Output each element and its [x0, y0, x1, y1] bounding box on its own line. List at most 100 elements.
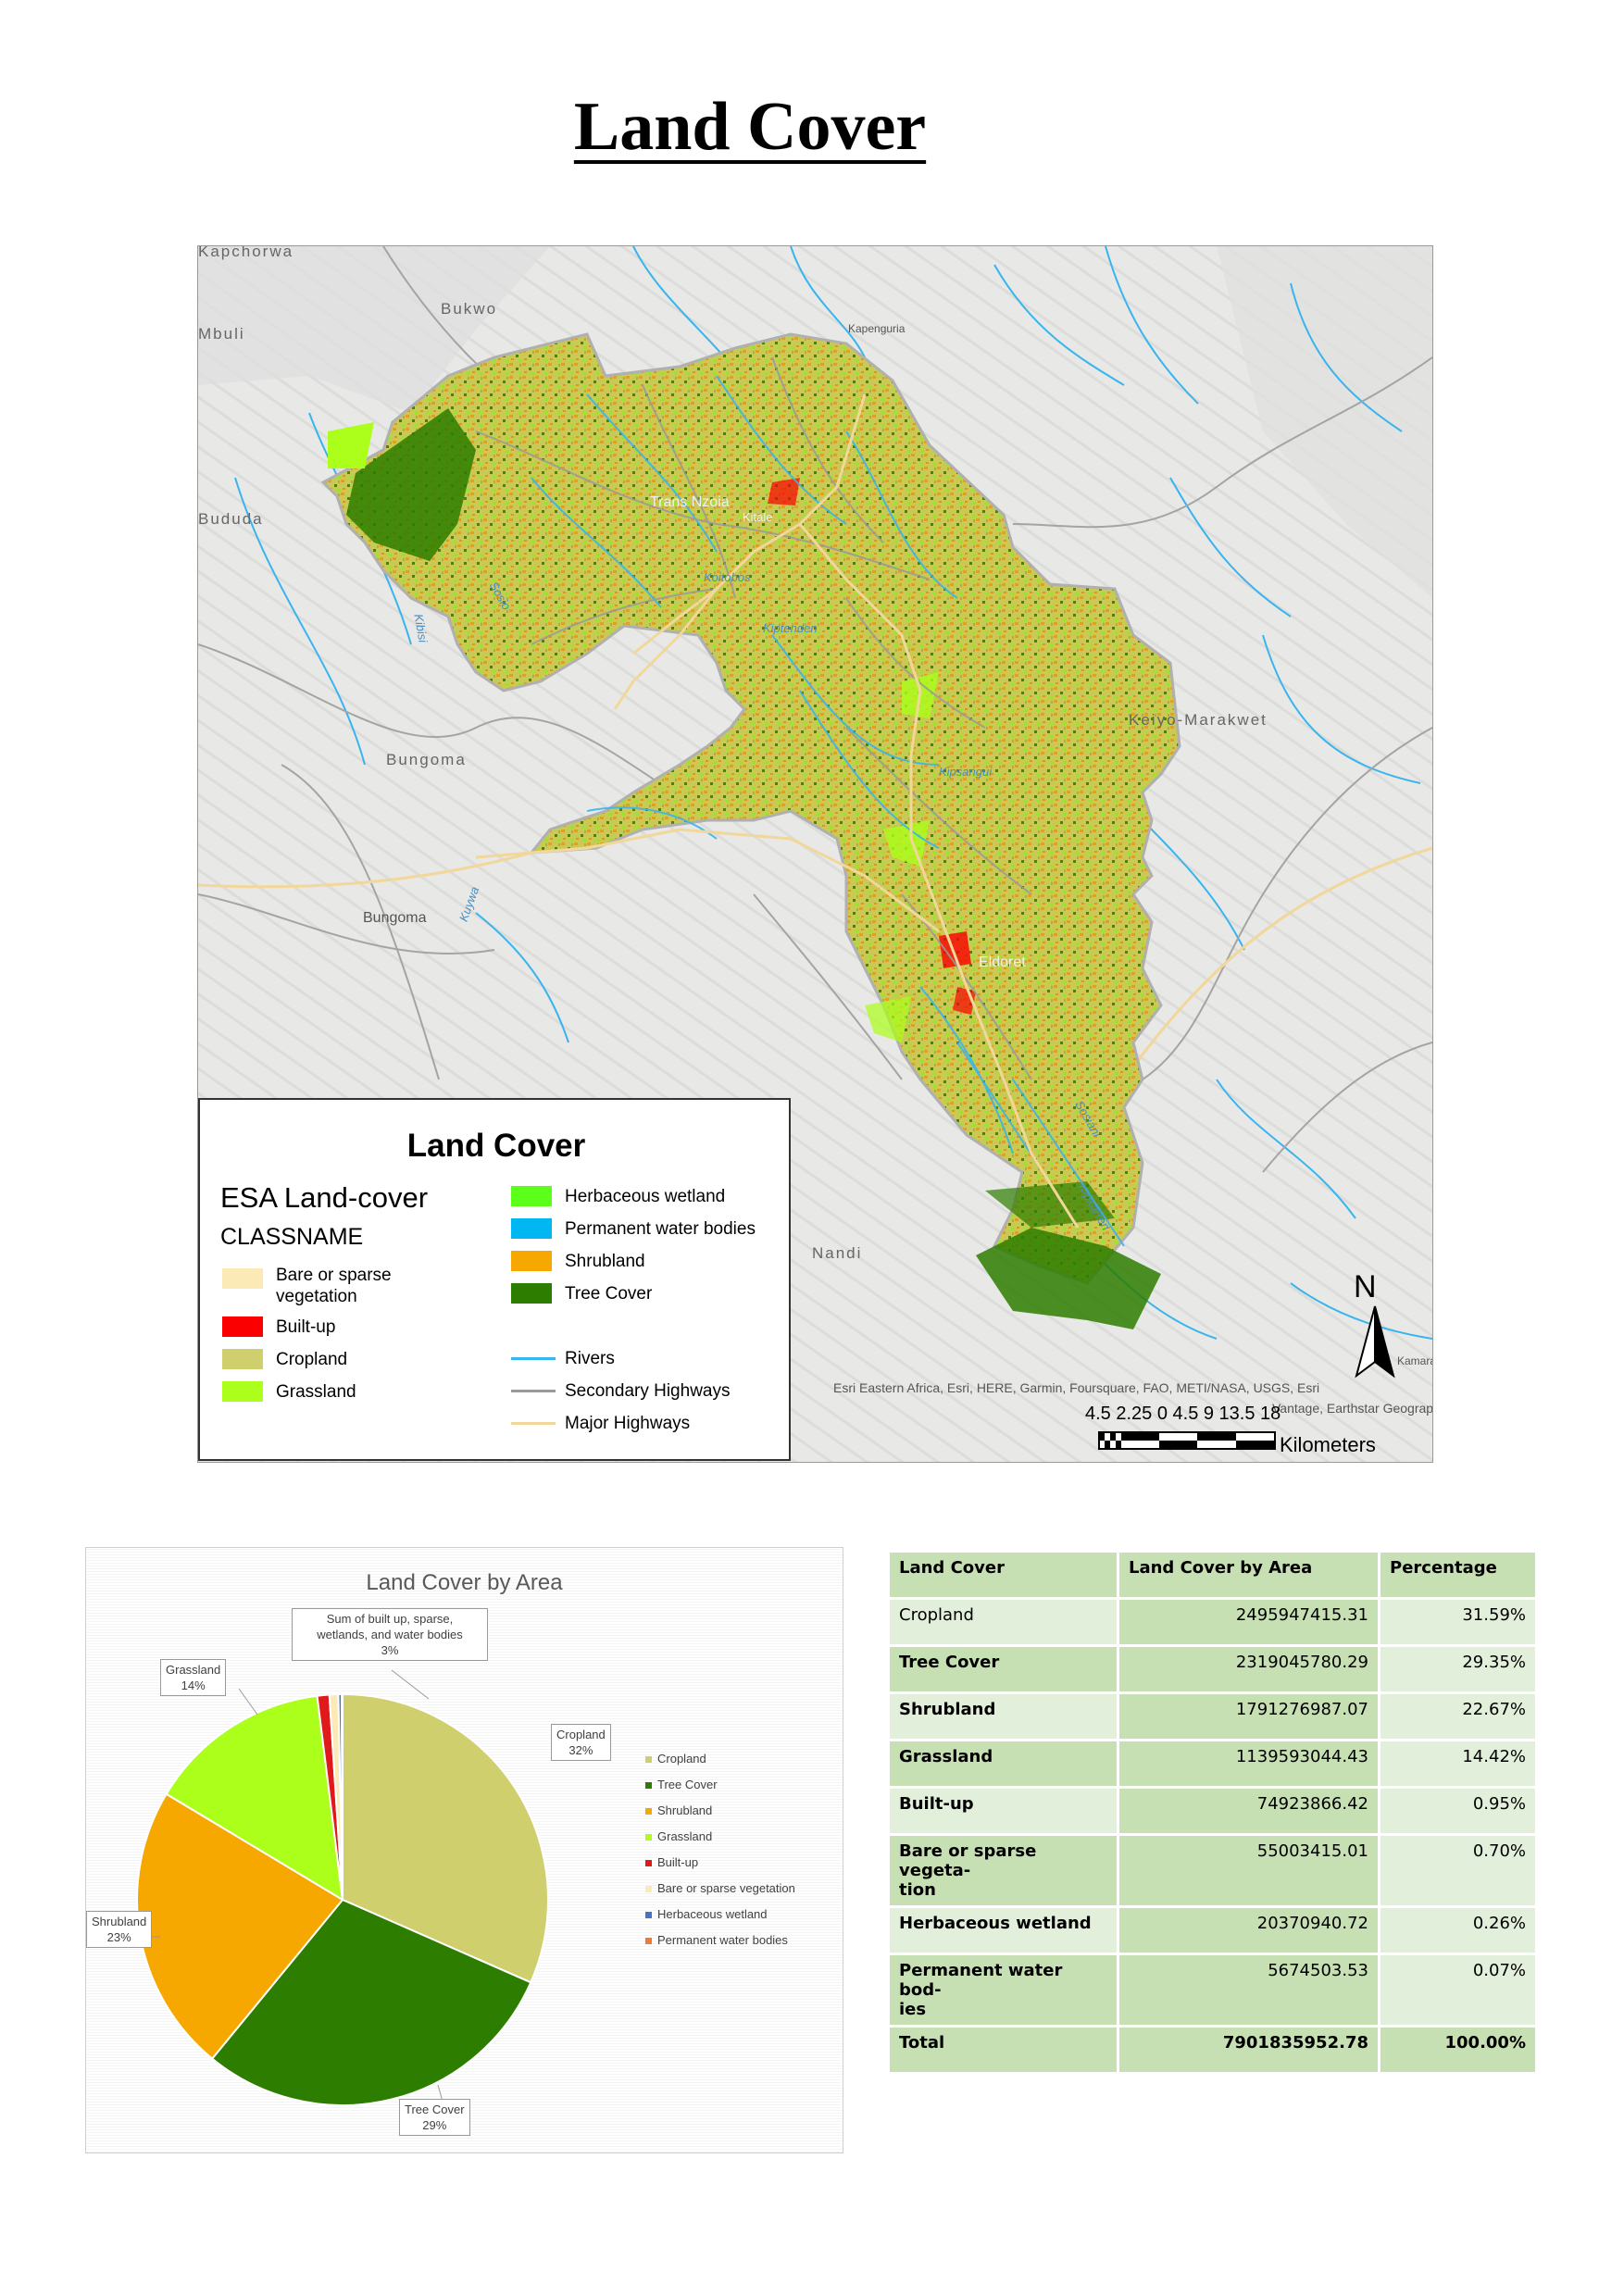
page-title: Land Cover [573, 89, 927, 165]
place-label: Mbuli [198, 325, 245, 343]
cell-percentage: 22.67% [1378, 1691, 1538, 1741]
data-label-leader-line [238, 1688, 258, 1716]
table-header: Land Cover [887, 1550, 1119, 1600]
place-label: Kamara Rd [1397, 1354, 1433, 1367]
data-label-pct: 32% [568, 1743, 593, 1757]
pie-legend-item: Bare or sparse vegetation [645, 1881, 795, 1895]
table-row: Herbaceous wetland 20370940.72 0.26% [887, 1905, 1538, 1955]
chart-title: Land Cover by Area [366, 1570, 563, 1595]
cell-area: 74923866.42 [1117, 1786, 1380, 1836]
legend-swatch [222, 1349, 263, 1369]
legend-subtitle: ESA Land-cover [220, 1181, 429, 1214]
pie-slice-cropland [342, 1692, 549, 1984]
pie-legend-item: Permanent water bodies [645, 1933, 788, 1947]
cell-area: 20370940.72 [1117, 1905, 1380, 1955]
total-cell-pct: 100.00% [1378, 2025, 1538, 2075]
legend-marker [645, 1756, 652, 1764]
north-arrow-icon [1355, 1305, 1395, 1379]
cell-land-cover: Tree Cover [887, 1644, 1119, 1694]
legend-marker [645, 1808, 652, 1816]
cell-land-cover: Bare or sparse vegeta- tion [887, 1833, 1119, 1908]
place-label: Nandi [812, 1244, 863, 1262]
place-label: Trans Nzoia [650, 494, 730, 510]
legend-label: Tree Cover [565, 1284, 653, 1304]
total-cell-area: 7901835952.78 [1117, 2025, 1380, 2075]
legend-label: Cropland [276, 1350, 348, 1369]
cell-percentage: 0.95% [1378, 1786, 1538, 1836]
table-row: Cropland 2495947415.31 31.59% [887, 1597, 1538, 1647]
cell-area: 2319045780.29 [1117, 1644, 1380, 1694]
legend-label: Grassland [657, 1829, 713, 1843]
map-legend: Land Cover ESA Land-cover CLASSNAME Bare… [198, 1098, 791, 1461]
cell-land-cover: Grassland [887, 1739, 1119, 1789]
map-attribution: Vantage, Earthstar Geographics, Maxar, N… [1272, 1401, 1433, 1416]
table-row: Tree Cover 2319045780.29 29.35% [887, 1644, 1538, 1694]
cell-area: 1791276987.07 [1117, 1691, 1380, 1741]
pie-legend-item: Herbaceous wetland [645, 1907, 768, 1921]
cell-percentage: 29.35% [1378, 1644, 1538, 1694]
legend-label: Cropland [657, 1752, 706, 1766]
legend-swatch [511, 1218, 552, 1239]
table-row: Grassland 1139593044.43 14.42% [887, 1739, 1538, 1789]
table-row: Shrubland 1791276987.07 22.67% [887, 1691, 1538, 1741]
pie-chart-panel[interactable]: Land Cover by Area Sum of built up, spar… [85, 1547, 843, 2153]
table-row: Built-up 74923866.42 0.95% [887, 1786, 1538, 1836]
north-label: N [1354, 1269, 1377, 1304]
legend-marker [645, 1782, 652, 1790]
legend-marker [645, 1860, 652, 1867]
legend-label: Tree Cover [657, 1778, 718, 1791]
pie-slice-tree-cover [210, 1898, 532, 2106]
pie-data-label-grassland: Grassland 14% [160, 1659, 227, 1696]
legend-line [511, 1357, 556, 1360]
cell-percentage: 14.42% [1378, 1739, 1538, 1789]
pie-data-label-other: Sum of built up, sparse, wetlands, and w… [292, 1608, 488, 1661]
legend-label: Herbaceous wetland [565, 1187, 726, 1206]
map-attribution: Esri Eastern Africa, Esri, HERE, Garmin,… [833, 1380, 1320, 1395]
table-header: Percentage [1378, 1550, 1538, 1600]
cell-land-cover: Built-up [887, 1786, 1119, 1836]
legend-label: Shrubland [565, 1252, 645, 1271]
legend-label: Bare or sparse vegetation [657, 1881, 795, 1895]
legend-marker [645, 1938, 652, 1945]
land-cover-map[interactable]: Kapchorwa Bukwo Mbuli Bududa Bungoma Bun… [197, 245, 1433, 1463]
legend-label: Shrubland [657, 1803, 713, 1817]
scale-units: Kilometers [1280, 1433, 1376, 1456]
cell-land-cover: Shrubland [887, 1691, 1119, 1741]
place-label: Kitale [743, 510, 773, 524]
cell-percentage: 0.26% [1378, 1905, 1538, 1955]
legend-line [511, 1390, 556, 1392]
legend-label: Bare or sparse vegetation [276, 1266, 392, 1306]
table-row: Permanent water bod- ies 5674503.53 0.07% [887, 1953, 1538, 2028]
river-label: Kipsangui [939, 765, 993, 779]
cell-percentage: 31.59% [1378, 1597, 1538, 1647]
cell-percentage: 0.07% [1378, 1953, 1538, 2028]
pie-legend-item: Grassland [645, 1829, 712, 1843]
pie-data-label-treecover: Tree Cover 29% [399, 2099, 470, 2136]
legend-marker [645, 1834, 652, 1841]
legend-label: Grassland [276, 1382, 356, 1402]
pie-legend-item: Built-up [645, 1855, 698, 1869]
legend-line [511, 1422, 556, 1425]
cell-area: 2495947415.31 [1117, 1597, 1380, 1647]
pie-slice-permanent-water-bodies [340, 1692, 344, 1901]
legend-label: Rivers [565, 1349, 615, 1368]
land-cover-table: Land Cover Land Cover by Area Percentage… [887, 1550, 1538, 2075]
place-label: Eldoret [979, 955, 1026, 970]
pie-legend-item: Shrubland [645, 1803, 712, 1817]
legend-field: CLASSNAME [220, 1224, 364, 1250]
place-label: Kapenguria [848, 322, 906, 335]
pie-data-label-cropland: Cropland 32% [551, 1724, 611, 1761]
river-label: Koitobos [704, 570, 751, 584]
legend-label: Permanent water bodies [657, 1933, 788, 1947]
river-label: Kiptenden [763, 621, 818, 635]
scale-bar-ticks: 4.5 2.25 0 4.5 9 13.5 18 [1085, 1404, 1281, 1424]
data-label-name: Cropland [556, 1728, 606, 1741]
legend-marker [645, 1886, 652, 1893]
data-label-name: Sum of built up, sparse, wetlands, and w… [317, 1612, 463, 1641]
legend-label: Built-up [657, 1855, 699, 1869]
data-label-pct: 14% [181, 1678, 206, 1692]
cell-land-cover: Permanent water bod- ies [887, 1953, 1119, 2028]
cell-area: 5674503.53 [1117, 1953, 1380, 2028]
legend-swatch [222, 1316, 263, 1337]
data-label-pct: 3% [381, 1643, 399, 1657]
